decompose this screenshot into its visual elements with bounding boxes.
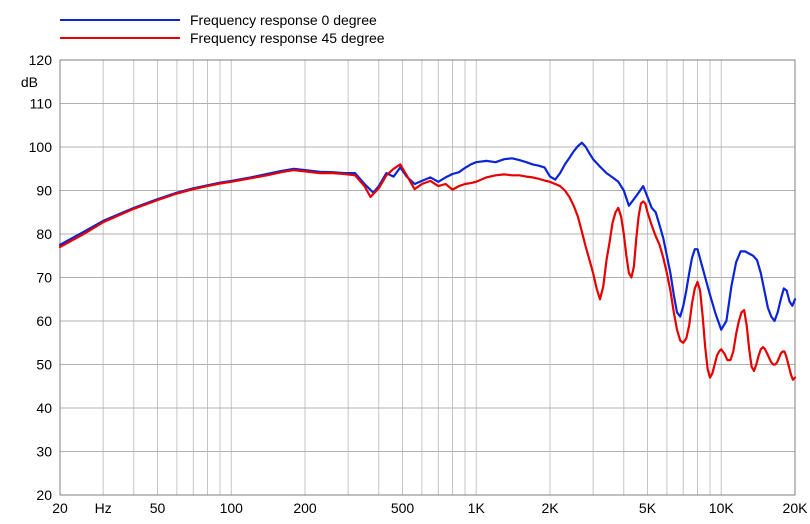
- y-tick-label: 60: [36, 313, 52, 329]
- x-tick-label: 2K: [541, 500, 559, 516]
- y-tick-label: 30: [36, 444, 52, 460]
- legend-label: Frequency response 45 degree: [190, 30, 385, 46]
- y-tick-label: 80: [36, 226, 52, 242]
- y-tick-label: 40: [36, 400, 52, 416]
- y-tick-label: 120: [29, 52, 53, 68]
- x-tick-label: 1K: [468, 500, 486, 516]
- y-tick-label: 20: [36, 487, 52, 503]
- y-tick-label: 70: [36, 270, 52, 286]
- x-tick-label: 500: [391, 500, 415, 516]
- chart-container: 120 110 100 90 80 70 60 50 40 30 20 dB 20 50 100 200 500…: [0, 0, 810, 524]
- y-tick-label: 110: [30, 96, 53, 112]
- x-tick-label: 20K: [783, 500, 809, 516]
- y-tick-label: 50: [36, 357, 52, 373]
- y-tick-label: 100: [29, 139, 53, 155]
- y-tick-label: 90: [36, 183, 52, 199]
- x-axis-unit: Hz: [95, 500, 112, 516]
- x-tick-label: 5K: [639, 500, 657, 516]
- x-tick-label: 100: [220, 500, 244, 516]
- y-axis-unit: dB: [21, 74, 38, 90]
- x-tick-label: 10K: [709, 500, 735, 516]
- frequency-response-chart: 120 110 100 90 80 70 60 50 40 30 20 dB 20 50 100 200 500…: [0, 0, 810, 524]
- x-tick-label: 20: [52, 500, 68, 516]
- x-tick-label: 50: [150, 500, 166, 516]
- x-tick-label: 200: [293, 500, 317, 516]
- legend-label: Frequency response 0 degree: [190, 12, 377, 28]
